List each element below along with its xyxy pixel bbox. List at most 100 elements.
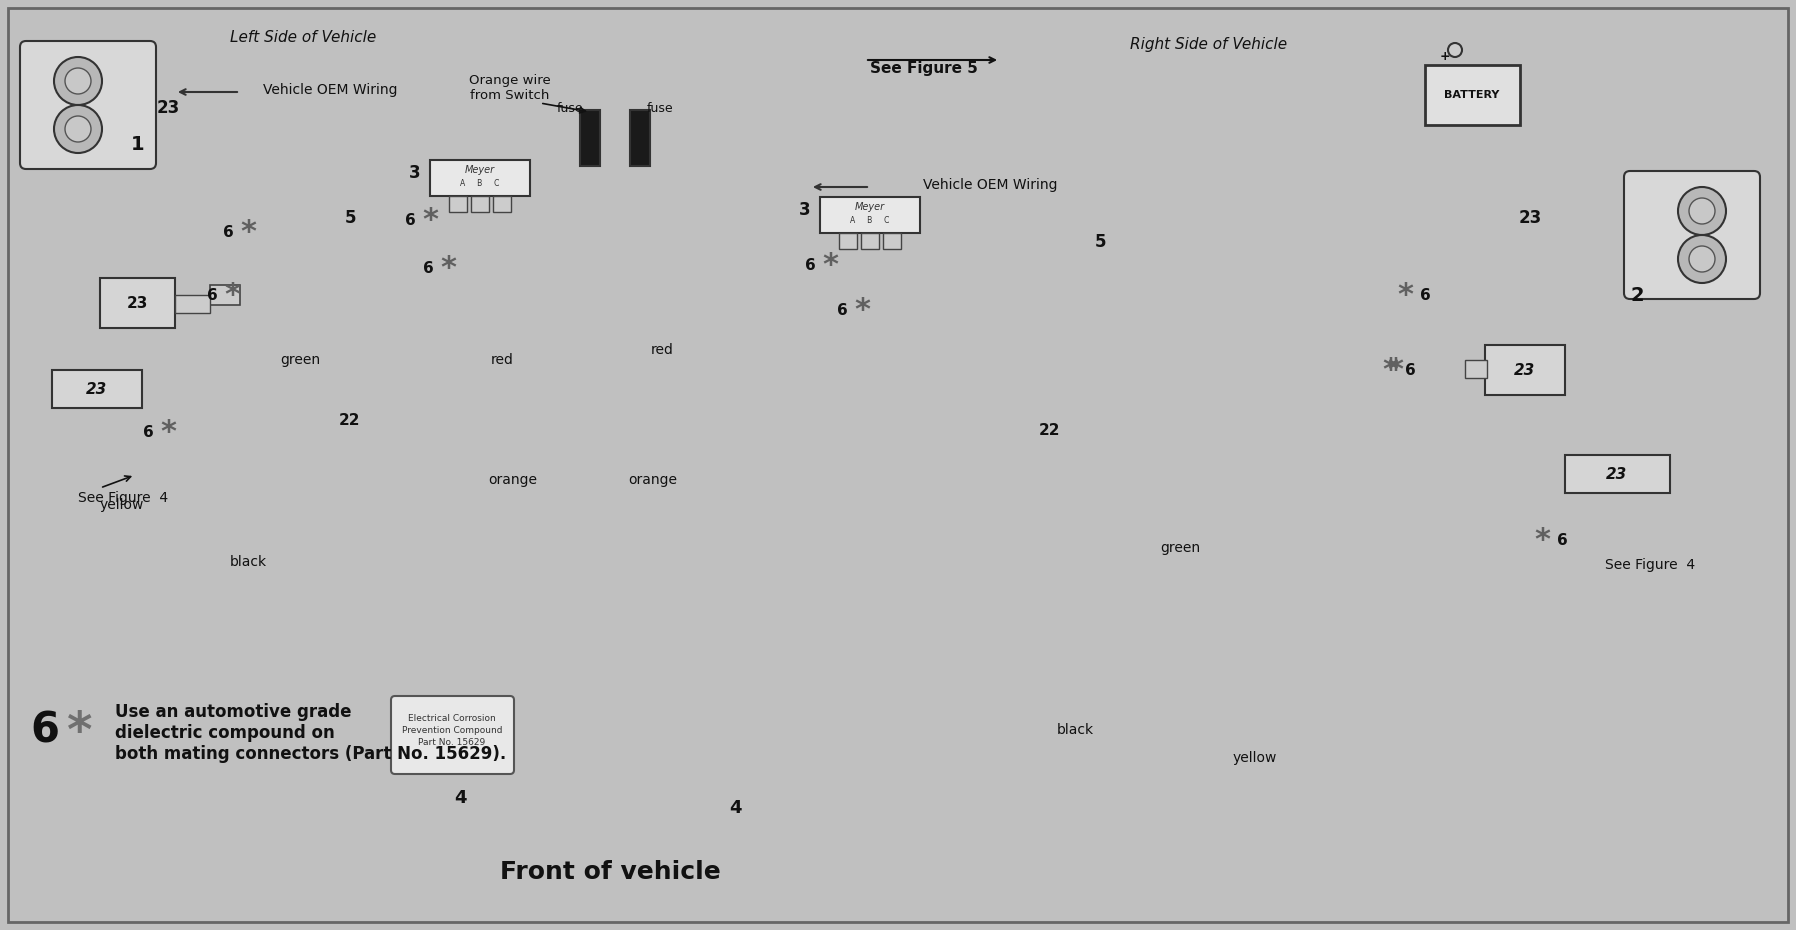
Circle shape (1448, 43, 1462, 57)
Bar (147, 68, 559, 468)
Text: See Figure  4: See Figure 4 (77, 491, 169, 505)
Text: 23: 23 (1606, 467, 1627, 482)
Text: A     B     C: A B C (850, 216, 889, 224)
Text: 23: 23 (126, 296, 147, 311)
Text: *: * (224, 281, 241, 310)
Text: Use an automotive grade: Use an automotive grade (115, 703, 352, 721)
Text: 3: 3 (799, 201, 810, 219)
Text: 2: 2 (1631, 286, 1643, 304)
Text: 23: 23 (156, 99, 180, 117)
Text: 6: 6 (1419, 287, 1430, 302)
Text: BATTERY: BATTERY (1444, 90, 1500, 100)
Text: Electrical Corrosion: Electrical Corrosion (408, 713, 496, 723)
Text: Part No. 15629: Part No. 15629 (418, 737, 485, 747)
Text: *: * (1397, 281, 1413, 310)
Text: both mating connectors (Part No. 15629).: both mating connectors (Part No. 15629). (115, 745, 506, 763)
Text: 4: 4 (729, 799, 742, 817)
Text: 6: 6 (837, 302, 848, 317)
Text: 6: 6 (142, 424, 153, 440)
Bar (210, 285, 241, 305)
Circle shape (1688, 198, 1715, 224)
Text: green: green (280, 353, 320, 367)
Bar (580, 110, 600, 166)
Text: *: * (855, 296, 869, 325)
Text: black: black (230, 555, 266, 569)
Bar (630, 110, 650, 166)
Bar (821, 197, 920, 233)
Text: green: green (1160, 541, 1200, 555)
FancyBboxPatch shape (1624, 171, 1760, 299)
Text: yellow: yellow (101, 498, 144, 512)
Text: 6: 6 (1404, 363, 1415, 378)
Text: 6: 6 (31, 709, 59, 751)
Bar (471, 196, 489, 212)
Circle shape (54, 105, 102, 153)
Text: +: + (1440, 50, 1451, 63)
Text: yellow: yellow (1232, 751, 1277, 765)
Bar (799, 165, 1169, 455)
Text: red: red (490, 353, 514, 367)
Circle shape (65, 68, 92, 94)
Text: 23: 23 (86, 381, 108, 396)
Text: Vehicle OEM Wiring: Vehicle OEM Wiring (262, 83, 397, 97)
Text: 5: 5 (1094, 233, 1106, 251)
Bar (101, 278, 174, 328)
Text: 23: 23 (1514, 363, 1536, 378)
Text: See Figure 5: See Figure 5 (869, 60, 977, 75)
Bar (1466, 360, 1487, 378)
Text: 6: 6 (422, 260, 433, 275)
Text: 23: 23 (1518, 209, 1541, 227)
Text: 3: 3 (409, 164, 420, 182)
Bar (174, 295, 210, 313)
Text: Prevention Compound: Prevention Compound (402, 725, 503, 735)
Bar (52, 370, 142, 408)
Text: 6: 6 (223, 224, 233, 240)
Bar (429, 160, 530, 196)
Text: *: * (160, 418, 176, 446)
Text: *: * (440, 254, 456, 283)
Bar (449, 196, 467, 212)
Bar (860, 233, 878, 249)
Text: Meyer: Meyer (465, 165, 496, 175)
Text: *: * (66, 709, 93, 757)
Circle shape (1677, 187, 1726, 235)
Text: Orange wire
from Switch: Orange wire from Switch (469, 74, 551, 102)
Text: *: * (241, 218, 257, 246)
Text: *: * (1534, 525, 1550, 554)
Text: Front of vehicle: Front of vehicle (499, 860, 720, 884)
Text: 6: 6 (207, 287, 217, 302)
Text: 22: 22 (339, 413, 361, 428)
Bar (492, 196, 512, 212)
Text: 4: 4 (454, 789, 467, 807)
Text: *: * (823, 250, 839, 280)
Circle shape (1677, 235, 1726, 283)
Text: *: * (1387, 355, 1403, 384)
Bar (884, 233, 902, 249)
Text: Vehicle OEM Wiring: Vehicle OEM Wiring (923, 178, 1058, 192)
Bar (839, 233, 857, 249)
Text: Left Side of Vehicle: Left Side of Vehicle (230, 31, 375, 46)
Text: 22: 22 (1040, 422, 1061, 437)
Text: red: red (650, 343, 674, 357)
Circle shape (1688, 246, 1715, 272)
Text: black: black (1056, 723, 1094, 737)
Text: orange: orange (489, 473, 537, 487)
Bar (1485, 345, 1564, 395)
Bar (1564, 455, 1670, 493)
Circle shape (65, 116, 92, 142)
Text: Right Side of Vehicle: Right Side of Vehicle (1130, 37, 1288, 52)
Text: fuse: fuse (647, 101, 674, 114)
Text: dielectric compound on: dielectric compound on (115, 724, 334, 742)
Bar (1424, 65, 1519, 125)
Text: A     B     C: A B C (460, 179, 499, 188)
FancyBboxPatch shape (20, 41, 156, 169)
Text: *: * (422, 206, 438, 234)
Text: 1: 1 (131, 136, 145, 154)
FancyBboxPatch shape (392, 696, 514, 774)
Text: *: * (1381, 355, 1397, 384)
Text: Meyer: Meyer (855, 202, 885, 212)
Text: 6: 6 (805, 258, 815, 272)
Text: 5: 5 (345, 209, 356, 227)
Text: fuse: fuse (557, 101, 584, 114)
Text: orange: orange (629, 473, 677, 487)
